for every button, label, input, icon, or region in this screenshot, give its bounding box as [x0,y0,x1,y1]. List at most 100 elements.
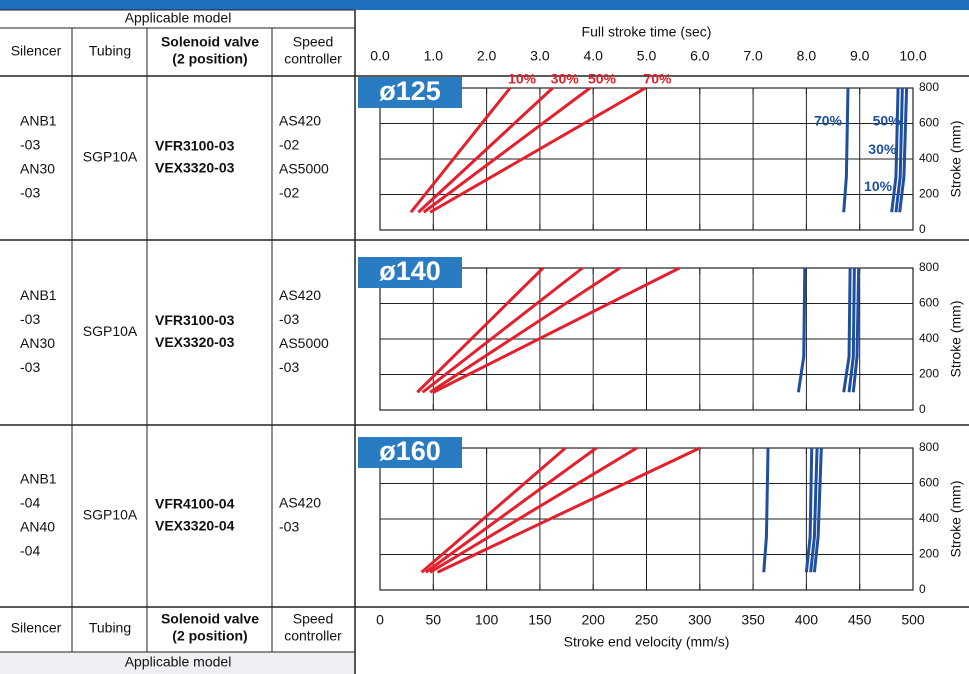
series-line [804,447,814,573]
x-tick-label: 150 [528,612,552,628]
axis-title: Stroke end velocity (mm/s) [564,634,730,650]
x2-tick-label: 7.0 [743,48,763,64]
column-header: Speed [293,611,333,627]
cell-text: -03 [20,185,40,201]
y-tick-label: 0 [919,402,926,416]
cell-text: AS420 [279,287,321,303]
series-line [420,446,567,574]
y-tick-label: 400 [919,331,939,345]
column-header: controller [284,628,342,644]
x-tick-label: 500 [901,612,925,628]
chart-title: ø125 [379,76,441,106]
series-line [890,87,900,213]
x2-tick-label: 6.0 [690,48,710,64]
x2-tick-label: 1.0 [424,48,444,64]
series-line [416,266,545,394]
x2-tick-label: 4.0 [583,48,603,64]
cell-text: -04 [20,495,40,511]
y-axis-title: Stroke (mm) [948,121,964,198]
cell-text: -03 [20,359,40,375]
series-label: 10% [864,178,893,194]
y-tick-label: 800 [919,440,939,454]
x-tick-label: 200 [582,612,606,628]
series-line [429,446,638,574]
x2-tick-label: 3.0 [530,48,550,64]
y-tick-label: 0 [919,222,926,236]
footer-cell [0,652,355,674]
cell-text: -03 [279,359,299,375]
x2-tick-label: 2.0 [477,48,497,64]
y-tick-label: 600 [919,116,939,130]
cell-text: -02 [279,185,299,201]
x-tick-label: 300 [688,612,712,628]
series-label: 50% [873,112,902,128]
x2-tick-label: 5.0 [637,48,657,64]
chart-title: ø140 [379,256,441,286]
y-tick-label: 400 [919,151,939,165]
column-header: Silencer [11,620,62,636]
series-line [422,86,591,214]
series-line [417,86,554,214]
y-tick-label: 600 [919,476,939,490]
column-header: Tubing [89,620,131,636]
cell-text: AS5000 [279,161,329,177]
size-badge [358,257,462,288]
series-label: 70% [643,71,672,87]
cell-text: ANB1 [20,287,57,303]
cell-text: AN30 [20,335,55,351]
series-line [842,267,852,393]
series-line [436,446,701,574]
cell-text: SGP10A [83,149,138,165]
group-header: Applicable model [125,10,232,26]
column-header: (2 position) [172,51,247,67]
series-label: 30% [868,141,897,157]
x2-tick-label: 9.0 [850,48,870,64]
y-tick-label: 800 [919,260,939,274]
series-line [424,446,598,574]
column-header: Solenoid valve [161,34,259,50]
cell-text: SGP10A [83,323,138,339]
y-tick-label: 400 [919,511,939,525]
series-line [809,447,819,573]
cell-text: VEX3320-03 [155,334,235,350]
x-tick-label: 0 [376,612,384,628]
series-line [898,87,909,213]
series-label: 10% [508,71,537,87]
cell-text: AN40 [20,519,55,535]
column-header: Silencer [11,43,62,59]
series-line [762,447,770,573]
series-label: 50% [588,71,617,87]
y-axis-title: Stroke (mm) [948,481,964,558]
series-line [432,266,681,394]
x2-tick-label: 8.0 [797,48,817,64]
cell-text: VFR3100-03 [155,312,235,328]
y-tick-label: 200 [919,367,939,381]
cell-text: ANB1 [20,471,57,487]
chart-title: ø160 [379,436,441,466]
x2-tick-label: 10.0 [899,48,926,64]
cell-text: AN30 [20,161,55,177]
column-header: Tubing [89,43,131,59]
cell-text: -03 [20,311,40,327]
cell-text: VEX3320-03 [155,160,235,176]
cell-text: ANB1 [20,113,57,129]
size-badge [358,437,462,468]
y-tick-label: 200 [919,547,939,561]
y-axis-title: Stroke (mm) [948,301,964,378]
y-tick-label: 0 [919,582,926,596]
y-tick-label: 800 [919,80,939,94]
series-line [812,447,823,573]
column-header: Solenoid valve [161,611,259,627]
column-header: controller [284,51,342,67]
series-line [894,87,904,213]
cell-text: -02 [279,137,299,153]
cell-text: SGP10A [83,507,138,523]
y-tick-label: 200 [919,187,939,201]
x-tick-label: 350 [741,612,765,628]
x-tick-label: 250 [635,612,659,628]
x2-tick-label: 0.0 [370,48,390,64]
group-header: Applicable model [125,654,232,670]
x-tick-label: 450 [848,612,872,628]
y-tick-label: 600 [919,296,939,310]
